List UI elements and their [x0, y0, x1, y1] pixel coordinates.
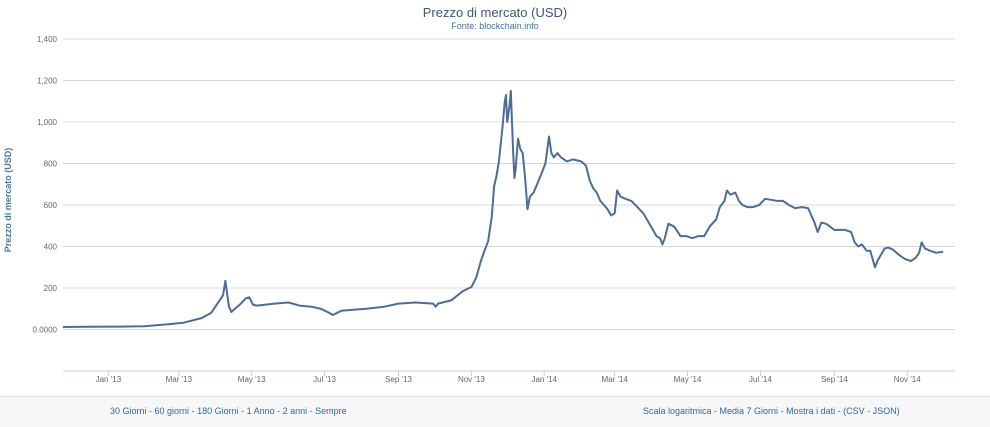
y-tick-label: 200 [44, 284, 58, 293]
x-tick-label: Mar '14 [601, 375, 628, 384]
y-axis-label: Prezzo di mercato (USD) [3, 148, 13, 253]
y-tick-label: 400 [44, 243, 58, 252]
option-link[interactable]: Media 7 Giorni [719, 406, 779, 416]
chart-subtitle: Fonte: blockchain.info [451, 21, 539, 31]
link-separator: - [835, 406, 844, 416]
link-separator: - [307, 406, 316, 416]
y-tick-label: 800 [44, 160, 58, 169]
x-tick-label: Nov '14 [894, 375, 921, 384]
link-separator: - [189, 406, 198, 416]
footer-bar: 30 Giorni - 60 giorni - 180 Giorni - 1 A… [0, 396, 990, 427]
chart: 0.0000 200 400 600 800 1,000 1,200 1,400 Jan '1… [3, 35, 955, 384]
y-tick-label: 1,200 [37, 77, 58, 86]
x-tick-label: Sep '13 [385, 375, 412, 384]
y-tick-label: 1,400 [37, 35, 58, 44]
x-tick-label: Nov '13 [458, 375, 485, 384]
x-tick-label: May '14 [674, 375, 702, 384]
x-tick-label: Jul '14 [749, 375, 772, 384]
range-link[interactable]: 1 Anno [246, 406, 275, 416]
time-range-links: 30 Giorni - 60 giorni - 180 Giorni - 1 A… [110, 406, 347, 416]
y-axis-ticks: 0.0000 200 400 600 800 1,000 1,200 1,400 [33, 35, 58, 335]
link-separator: - [146, 406, 155, 416]
link-separator: - [864, 406, 873, 416]
link-separator: - [711, 406, 720, 416]
link-separator: - [274, 406, 283, 416]
link-separator: - [778, 406, 787, 416]
grid-lines [63, 38, 955, 330]
y-tick-label: 1,000 [37, 118, 58, 127]
link-separator: - [238, 406, 247, 416]
range-link[interactable]: 30 Giorni [110, 406, 147, 416]
options-links: Scala logaritmica - Media 7 Giorni - Mos… [643, 406, 900, 416]
range-link[interactable]: Sempre [315, 406, 347, 416]
option-link[interactable]: (CSV [843, 406, 865, 416]
x-tick-label: Mar '13 [166, 375, 193, 384]
option-link[interactable]: Mostra i dati [786, 406, 836, 416]
x-tick-label: Sep '14 [821, 375, 848, 384]
option-link[interactable]: JSON) [872, 406, 900, 416]
y-tick-label: 0.0000 [33, 326, 58, 335]
range-link[interactable]: 2 anni [282, 406, 308, 416]
chart-title: Prezzo di mercato (USD) [422, 5, 568, 20]
price-line [62, 89, 944, 328]
range-link[interactable]: 180 Giorni [197, 406, 239, 416]
x-axis-ticks: Jan '13 Mar '13 May '13 Jul '13 Sep '13 Nov '… [96, 371, 921, 384]
range-link[interactable]: 60 giorni [154, 406, 190, 416]
x-tick-label: May '13 [238, 375, 266, 384]
x-tick-label: Jan '13 [96, 375, 122, 384]
x-tick-label: Jan '14 [531, 375, 557, 384]
x-tick-label: Jul '13 [313, 375, 336, 384]
option-link[interactable]: Scala logaritmica [643, 406, 712, 416]
y-tick-label: 600 [44, 201, 58, 210]
series-line [62, 89, 944, 328]
